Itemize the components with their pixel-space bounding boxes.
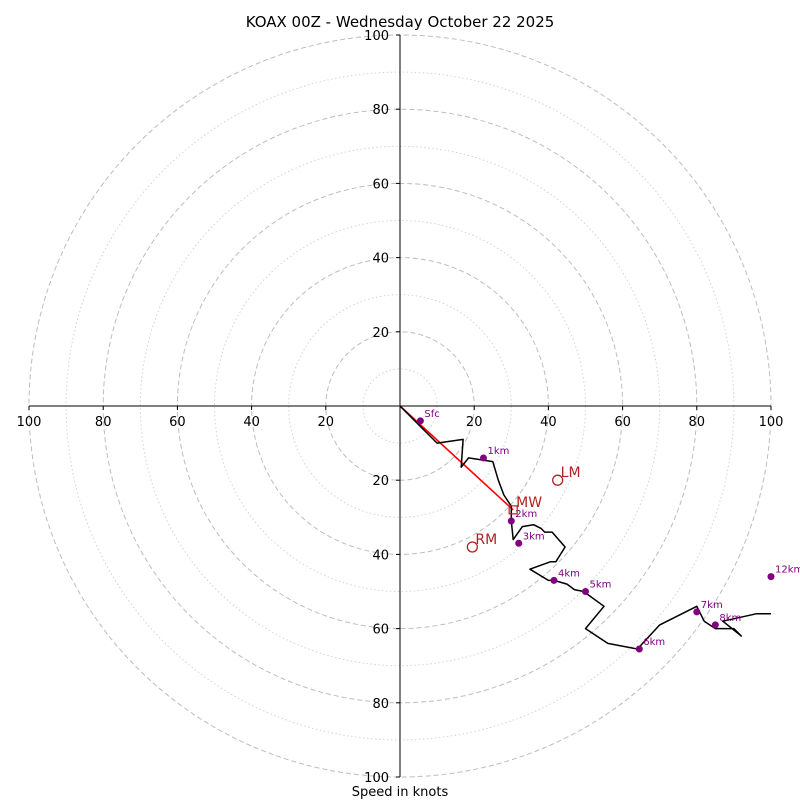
height-marker-label: 5km: [590, 580, 612, 591]
x-tick-label: 80: [689, 415, 706, 430]
height-marker-point: [635, 645, 643, 653]
mean-wind-vector: [399, 405, 514, 511]
y-tick-label: 80: [372, 103, 389, 118]
height-marker-label: 2km: [515, 509, 537, 520]
height-marker-label: 7km: [701, 600, 723, 611]
height-marker-label: 4km: [558, 568, 580, 579]
storm-motion-marker: [552, 474, 564, 486]
y-tick-label: 100: [364, 771, 389, 786]
storm-motion-marker: [466, 541, 478, 553]
y-tick-label: 60: [372, 177, 389, 192]
storm-motion-markers: LM MW RM: [466, 465, 581, 553]
height-marker-point: [479, 454, 487, 462]
height-marker-point: [550, 576, 558, 584]
height-marker-point: [515, 539, 523, 547]
axis-tick-labels: 20 20 20 20 40 40 40 40 60 60 60 60 80 80 80 80 100 100 10…: [17, 29, 784, 786]
x-tick-label: 40: [540, 415, 557, 430]
height-marker-label: 8km: [719, 613, 741, 624]
height-marker-point: [767, 573, 775, 581]
x-tick-label: 20: [466, 415, 483, 430]
height-marker-label: 12km: [775, 565, 800, 576]
storm-motion-label: MW: [516, 495, 542, 511]
height-markers: Sfc 1km 2km 3km 4km 5km 6km 7km 8km 12km: [416, 409, 800, 653]
y-tick-label: 20: [372, 326, 389, 341]
height-marker-point: [693, 608, 701, 616]
y-tick-label: 100: [364, 29, 389, 44]
y-tick-label: 40: [372, 548, 389, 563]
height-marker-label: 3km: [523, 531, 545, 542]
y-tick-label: 80: [372, 697, 389, 712]
height-marker-point: [507, 517, 515, 525]
height-marker-point: [711, 621, 719, 629]
x-axis-label: Speed in knots: [352, 785, 449, 800]
x-tick-label: 20: [318, 415, 335, 430]
height-marker-point: [416, 417, 424, 425]
y-tick-label: 20: [372, 474, 389, 489]
wind-profile-line: [399, 405, 771, 650]
mean-wind-line: [399, 405, 514, 511]
x-tick-label: 80: [95, 415, 112, 430]
y-tick-label: 60: [372, 623, 389, 638]
x-tick-label: 40: [243, 415, 260, 430]
y-tick-label: 40: [372, 252, 389, 267]
storm-motion-label: RM: [475, 532, 497, 548]
x-tick-label: 100: [759, 415, 784, 430]
height-marker-label: 1km: [487, 446, 509, 457]
wind-profile: [399, 405, 771, 650]
height-marker-label: Sfc: [424, 409, 439, 420]
x-tick-label: 60: [169, 415, 186, 430]
storm-motion-label: LM: [561, 465, 581, 481]
chart-title: KOAX 00Z - Wednesday October 22 2025: [246, 13, 555, 31]
x-tick-label: 100: [17, 415, 42, 430]
x-tick-label: 60: [614, 415, 631, 430]
height-marker-label: 6km: [643, 637, 665, 648]
height-marker-point: [582, 588, 589, 595]
storm-motion-marker: [508, 505, 518, 515]
